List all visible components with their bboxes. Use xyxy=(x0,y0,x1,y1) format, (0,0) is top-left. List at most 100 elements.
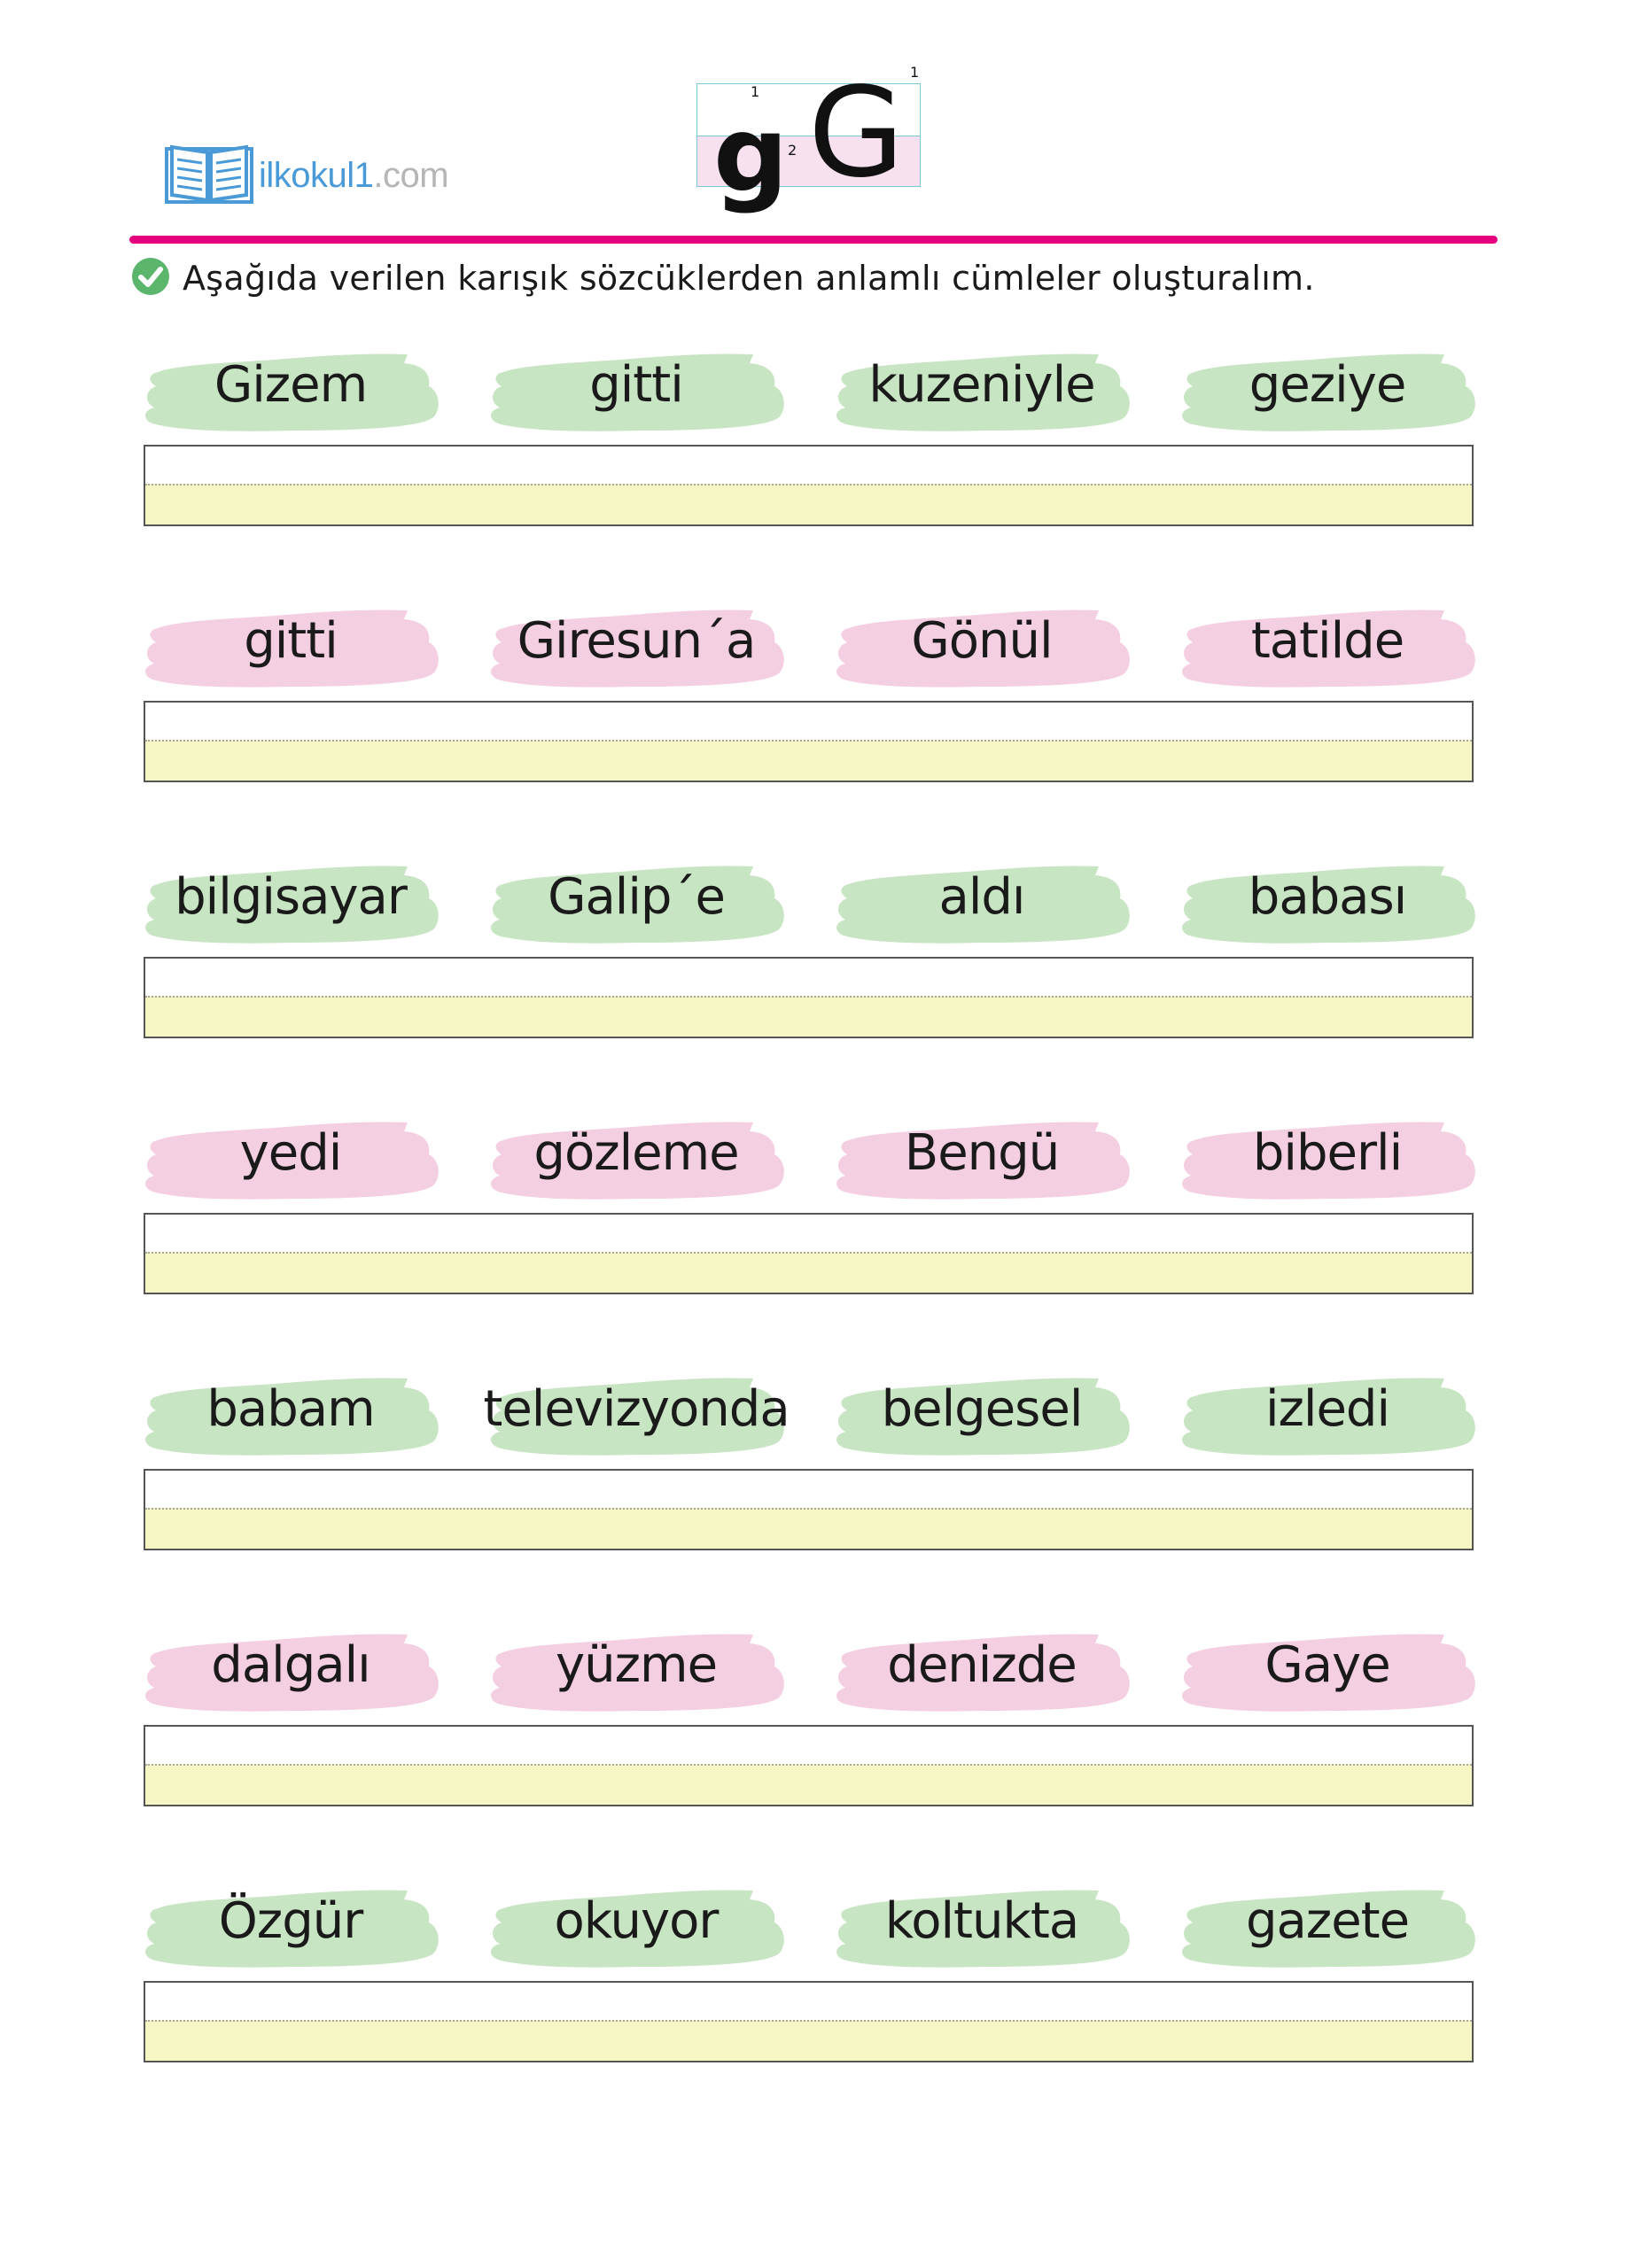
brush-stroke xyxy=(836,1634,1130,1712)
word-card: dalgalı xyxy=(142,1626,440,1714)
brush-stroke xyxy=(491,610,784,687)
word-label: aldı xyxy=(938,868,1026,926)
word-label: Giresun´a xyxy=(517,612,757,670)
brush-stroke xyxy=(836,610,1130,687)
word-card: televizyonda xyxy=(483,1370,790,1458)
writing-baseline-area xyxy=(145,996,1472,1037)
word-card: okuyor xyxy=(487,1882,785,1970)
word-card: belgesel xyxy=(833,1370,1131,1458)
word-card: kuzeniyle xyxy=(833,346,1131,434)
word-label: yüzme xyxy=(555,1636,718,1694)
writing-baseline-area xyxy=(145,1508,1472,1549)
brush-stroke xyxy=(836,353,1130,431)
writing-baseline-area xyxy=(145,1252,1472,1293)
word-label: geziye xyxy=(1249,356,1407,414)
letter-guide: g G 1 2 1 xyxy=(696,65,921,206)
word-card: Özgür xyxy=(142,1882,440,1970)
word-label: yedi xyxy=(239,1124,343,1182)
word-card: babam xyxy=(142,1370,440,1458)
writing-baseline-area xyxy=(145,484,1472,524)
word-card: gözleme xyxy=(487,1114,785,1202)
answer-writing-line[interactable] xyxy=(144,957,1474,1038)
brush-stroke xyxy=(1182,1890,1475,1968)
word-label: belgesel xyxy=(881,1380,1084,1438)
word-card: gitti xyxy=(142,602,440,690)
logo-name: ilkokul1 xyxy=(259,155,374,195)
brush-stroke xyxy=(836,1122,1130,1200)
answer-writing-line[interactable] xyxy=(144,1725,1474,1806)
word-card: denizde xyxy=(833,1626,1131,1714)
brush-stroke xyxy=(1182,610,1475,687)
brush-stroke xyxy=(491,353,784,431)
word-label: Galip´e xyxy=(548,868,726,926)
writing-baseline-area xyxy=(145,2020,1472,2061)
word-label: dalgalı xyxy=(211,1636,370,1694)
exercise-row: babam televizyonda belgesel izledi xyxy=(142,1370,1480,1627)
brush-stroke xyxy=(491,1378,784,1456)
word-card: gitti xyxy=(487,346,785,434)
writing-baseline-area xyxy=(145,740,1472,781)
word-card: yüzme xyxy=(487,1626,785,1714)
lowercase-letter: g xyxy=(713,93,789,215)
word-label: gitti xyxy=(244,612,338,670)
word-label: denizde xyxy=(887,1636,1077,1694)
answer-writing-line[interactable] xyxy=(144,1213,1474,1294)
word-card: tatilde xyxy=(1179,602,1476,690)
word-label: gitti xyxy=(589,356,684,414)
brush-stroke xyxy=(145,1890,439,1968)
word-label: biberli xyxy=(1252,1124,1403,1182)
word-label: izledi xyxy=(1264,1380,1390,1438)
word-label: televizyonda xyxy=(483,1380,790,1438)
brush-stroke xyxy=(836,1378,1130,1456)
brush-stroke xyxy=(145,1634,439,1712)
word-label: Bengü xyxy=(904,1124,1060,1182)
answer-writing-line[interactable] xyxy=(144,701,1474,782)
brush-stroke xyxy=(1182,1378,1475,1456)
word-card: geziye xyxy=(1179,346,1476,434)
brush-stroke xyxy=(491,1634,784,1712)
word-label: babası xyxy=(1248,868,1407,926)
word-card: aldı xyxy=(833,858,1131,946)
word-card: Gizem xyxy=(142,346,440,434)
word-card: Bengü xyxy=(833,1114,1131,1202)
open-book-icon xyxy=(165,142,253,209)
site-logo: ilkokul1.com xyxy=(165,142,449,209)
answer-writing-line[interactable] xyxy=(144,445,1474,526)
word-label: koltukta xyxy=(884,1892,1079,1950)
word-label: Özgür xyxy=(218,1892,364,1950)
instruction-text: Aşağıda verilen karışık sözcüklerden anl… xyxy=(183,259,1315,298)
brush-stroke xyxy=(145,353,439,431)
brush-stroke xyxy=(836,1890,1130,1968)
exercise-row: Gizem gitti kuzeniyle geziye xyxy=(142,346,1480,602)
word-label: okuyor xyxy=(554,1892,720,1950)
logo-domain: .com xyxy=(373,155,449,195)
header-divider xyxy=(129,236,1498,244)
word-card: biberli xyxy=(1179,1114,1476,1202)
answer-writing-line[interactable] xyxy=(144,1469,1474,1550)
word-label: bilgisayar xyxy=(175,868,408,926)
exercise-row: dalgalı yüzme denizde Gaye xyxy=(142,1626,1480,1883)
brush-stroke xyxy=(1182,866,1475,944)
word-card: bilgisayar xyxy=(142,858,440,946)
writing-baseline-area xyxy=(145,1764,1472,1805)
word-card: babası xyxy=(1179,858,1476,946)
word-card: Giresun´a xyxy=(487,602,785,690)
brush-stroke xyxy=(145,1378,439,1456)
word-label: kuzeniyle xyxy=(868,356,1095,414)
exercise-row: Özgür okuyor koltukta gazete xyxy=(142,1882,1480,2139)
uppercase-letter: G xyxy=(808,61,905,206)
word-card: Galip´e xyxy=(487,858,785,946)
brush-stroke xyxy=(145,1122,439,1200)
stroke-number: 1 xyxy=(910,64,920,81)
word-card: yedi xyxy=(142,1114,440,1202)
brush-stroke xyxy=(491,1890,784,1968)
stroke-number: 1 xyxy=(751,83,760,100)
word-card: izledi xyxy=(1179,1370,1476,1458)
brush-stroke xyxy=(836,866,1130,944)
instruction: Aşağıda verilen karışık sözcüklerden anl… xyxy=(131,257,1315,299)
brush-stroke xyxy=(145,610,439,687)
brush-stroke xyxy=(1182,1122,1475,1200)
word-label: tatilde xyxy=(1250,612,1404,670)
answer-writing-line[interactable] xyxy=(144,1981,1474,2062)
word-label: babam xyxy=(206,1380,375,1438)
